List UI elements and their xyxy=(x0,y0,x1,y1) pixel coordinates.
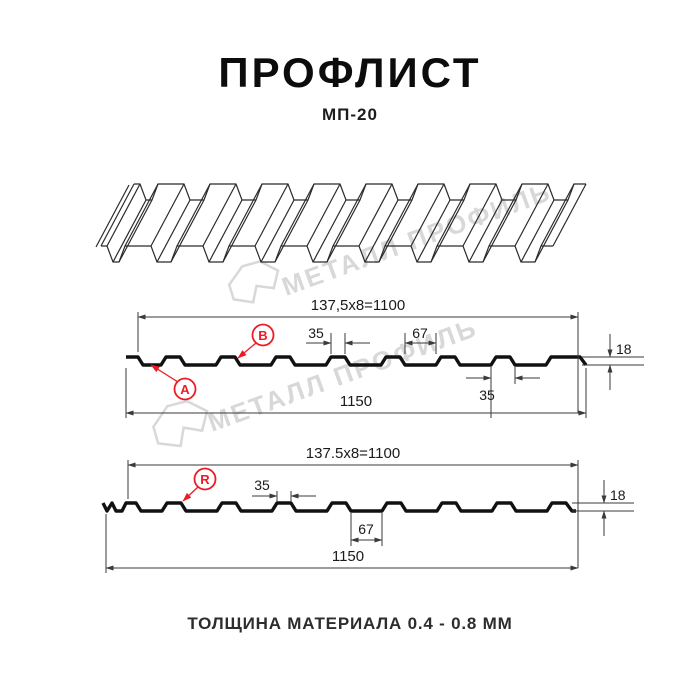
watermark-text: МЕТАЛЛ ПРОФИЛЬ xyxy=(204,312,482,438)
label-leader xyxy=(150,364,179,383)
label-r: R xyxy=(200,472,210,487)
metall-profil-logo-icon xyxy=(152,399,209,448)
dim-crest-width-top: 35 xyxy=(308,325,324,341)
product-code: МП-20 xyxy=(322,105,378,124)
label-b-circle xyxy=(251,323,275,347)
page-title: ПРОФЛИСТ xyxy=(218,49,482,96)
dim-crest-width-bottom: 35 xyxy=(254,477,270,493)
dim-height-top: 18 xyxy=(616,341,632,357)
page-header: ПРОФЛИСТ МП-20 xyxy=(0,52,700,125)
profile-cross-section xyxy=(126,355,588,367)
dim-overall-width-bottom: 1150 xyxy=(332,548,364,565)
profile-cross-section xyxy=(101,501,576,513)
sheet-3d-drawing xyxy=(95,183,587,263)
label-r-circle xyxy=(193,467,217,491)
watermark-upper: МЕТАЛЛ ПРОФИЛЬ xyxy=(227,176,556,304)
dim-pitch-top: 137,5x8=1100 xyxy=(311,297,405,314)
label-leader xyxy=(237,342,257,359)
dim-valley-width-top: 67 xyxy=(412,325,428,341)
label-a: A xyxy=(180,382,190,397)
dim-valley-width-bottom: 67 xyxy=(358,521,374,537)
watermark-text: МЕТАЛЛ ПРОФИЛЬ xyxy=(278,176,556,302)
metall-profil-logo-icon xyxy=(227,260,280,304)
dim-overall-width-top: 1150 xyxy=(340,393,372,410)
dim-height-bottom: 18 xyxy=(610,487,626,503)
material-thickness-note: ТОЛЩИНА МАТЕРИАЛА 0.4 - 0.8 ММ xyxy=(187,614,513,633)
profile-section-bottom: 137.5x8=1100 R 35 67 18 1150 xyxy=(101,445,634,573)
label-leader xyxy=(182,486,199,502)
profile-section-top: 137,5x8=1100 35 67 18 35 1150 B xyxy=(125,297,644,418)
label-a-circle xyxy=(173,377,197,401)
dim-pitch-bottom: 137.5x8=1100 xyxy=(306,445,400,462)
dim-crest-base-width: 35 xyxy=(479,387,495,403)
label-b: B xyxy=(258,328,267,343)
